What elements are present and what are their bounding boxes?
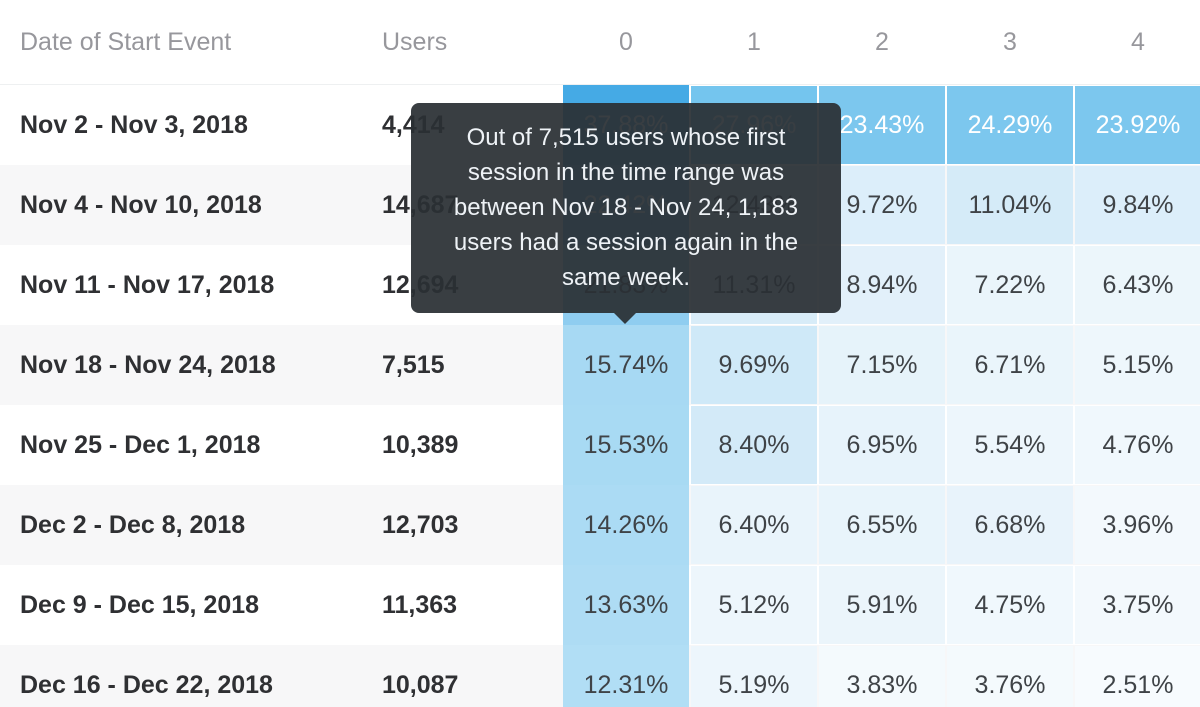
tooltip-arrow-icon bbox=[614, 313, 636, 324]
retention-cell[interactable]: 6.55% bbox=[819, 486, 945, 564]
retention-cell[interactable]: 4.75% bbox=[947, 566, 1073, 644]
table-row: Dec 2 - Dec 8, 2018 12,703 14.26% 6.40% 6.55… bbox=[0, 485, 1200, 565]
table-row: Nov 18 - Nov 24, 2018 7,515 15.74% 9.69% 7.1… bbox=[0, 325, 1200, 405]
retention-cell[interactable]: 2.51% bbox=[1075, 646, 1200, 707]
retention-cell[interactable]: 5.91% bbox=[819, 566, 945, 644]
cohort-date-cell: Dec 2 - Dec 8, 2018 bbox=[20, 510, 246, 539]
date-of-start-event-header: Date of Start Event bbox=[20, 27, 232, 56]
cohort-date-cell: Nov 18 - Nov 24, 2018 bbox=[20, 350, 276, 379]
retention-cell[interactable]: 3.76% bbox=[947, 646, 1073, 707]
retention-cell[interactable]: 5.15% bbox=[1075, 326, 1200, 404]
retention-cell[interactable]: 7.15% bbox=[819, 326, 945, 404]
retention-cell[interactable]: 15.74% bbox=[563, 325, 689, 405]
cohort-users-cell: 7,515 bbox=[382, 350, 445, 379]
cohort-date-cell: Nov 11 - Nov 17, 2018 bbox=[20, 270, 275, 299]
cohort-date-cell: Dec 9 - Dec 15, 2018 bbox=[20, 590, 260, 619]
table-header: Date of Start Event Users 0 1 2 3 4 bbox=[0, 0, 1200, 85]
retention-cell[interactable]: 11.04% bbox=[947, 166, 1073, 244]
week-column-header: 4 bbox=[1131, 27, 1145, 56]
retention-cell[interactable]: 6.43% bbox=[1075, 246, 1200, 324]
retention-cell[interactable]: 5.19% bbox=[691, 646, 817, 707]
cohort-date-cell: Dec 16 - Dec 22, 2018 bbox=[20, 670, 273, 699]
retention-cell[interactable]: 7.22% bbox=[947, 246, 1073, 324]
retention-cell[interactable]: 13.63% bbox=[563, 565, 689, 645]
retention-cell[interactable]: 4.76% bbox=[1075, 406, 1200, 484]
week-column-header: 3 bbox=[1003, 27, 1017, 56]
retention-cell-tooltip: Out of 7,515 users whose first session i… bbox=[411, 103, 841, 324]
retention-cell[interactable]: 3.75% bbox=[1075, 566, 1200, 644]
table-row: Dec 16 - Dec 22, 2018 10,087 12.31% 5.19% 3.… bbox=[0, 645, 1200, 707]
retention-cell[interactable]: 6.40% bbox=[691, 486, 817, 564]
retention-cell[interactable]: 6.71% bbox=[947, 326, 1073, 404]
cohort-date-cell: Nov 4 - Nov 10, 2018 bbox=[20, 190, 262, 219]
retention-cell[interactable]: 5.12% bbox=[691, 566, 817, 644]
retention-cell[interactable]: 5.54% bbox=[947, 406, 1073, 484]
retention-cell[interactable]: 23.92% bbox=[1075, 86, 1200, 164]
retention-cell[interactable]: 24.29% bbox=[947, 86, 1073, 164]
cohort-users-cell: 11,363 bbox=[382, 590, 458, 619]
cohort-users-cell: 12,703 bbox=[382, 510, 459, 539]
table-row: Dec 9 - Dec 15, 2018 11,363 13.63% 5.12% 5.9… bbox=[0, 565, 1200, 645]
cohort-users-cell: 10,389 bbox=[382, 430, 459, 459]
week-column-header: 1 bbox=[747, 27, 761, 56]
week-column-header: 2 bbox=[875, 27, 889, 56]
retention-cell[interactable]: 3.96% bbox=[1075, 486, 1200, 564]
cohort-date-cell: Nov 25 - Dec 1, 2018 bbox=[20, 430, 261, 459]
retention-cell[interactable]: 15.53% bbox=[563, 405, 689, 485]
users-header: Users bbox=[382, 27, 448, 56]
retention-cell[interactable]: 9.84% bbox=[1075, 166, 1200, 244]
retention-cell[interactable]: 14.26% bbox=[563, 485, 689, 565]
table-row: Nov 25 - Dec 1, 2018 10,389 15.53% 8.40% 6.9… bbox=[0, 405, 1200, 485]
cohort-users-cell: 10,087 bbox=[382, 670, 459, 699]
cohort-date-cell: Nov 2 - Nov 3, 2018 bbox=[20, 110, 248, 139]
retention-cell[interactable]: 6.95% bbox=[819, 406, 945, 484]
week-column-header: 0 bbox=[619, 27, 633, 56]
tooltip-text: Out of 7,515 users whose first session i… bbox=[453, 124, 799, 291]
retention-cell[interactable]: 8.40% bbox=[691, 406, 817, 484]
retention-cell[interactable]: 9.69% bbox=[691, 326, 817, 404]
retention-cell[interactable]: 6.68% bbox=[947, 486, 1073, 564]
retention-cell[interactable]: 3.83% bbox=[819, 646, 945, 707]
retention-cell[interactable]: 12.31% bbox=[563, 645, 689, 707]
